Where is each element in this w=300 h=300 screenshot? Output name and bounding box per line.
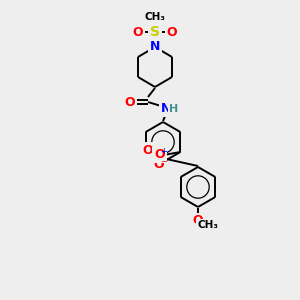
Text: −: −	[160, 158, 167, 166]
Text: O: O	[153, 158, 164, 172]
Text: N: N	[153, 148, 164, 161]
Text: N: N	[161, 103, 171, 116]
Text: H: H	[169, 104, 178, 114]
Text: N: N	[150, 40, 160, 53]
Text: O: O	[142, 143, 153, 157]
Text: CH₃: CH₃	[197, 220, 218, 230]
Text: O: O	[167, 26, 177, 38]
Text: O: O	[125, 95, 135, 109]
Text: O: O	[193, 214, 203, 227]
Text: +: +	[160, 146, 167, 155]
Text: CH₃: CH₃	[145, 12, 166, 22]
Text: O: O	[133, 26, 143, 38]
Text: O: O	[154, 148, 165, 161]
Text: S: S	[150, 25, 160, 39]
